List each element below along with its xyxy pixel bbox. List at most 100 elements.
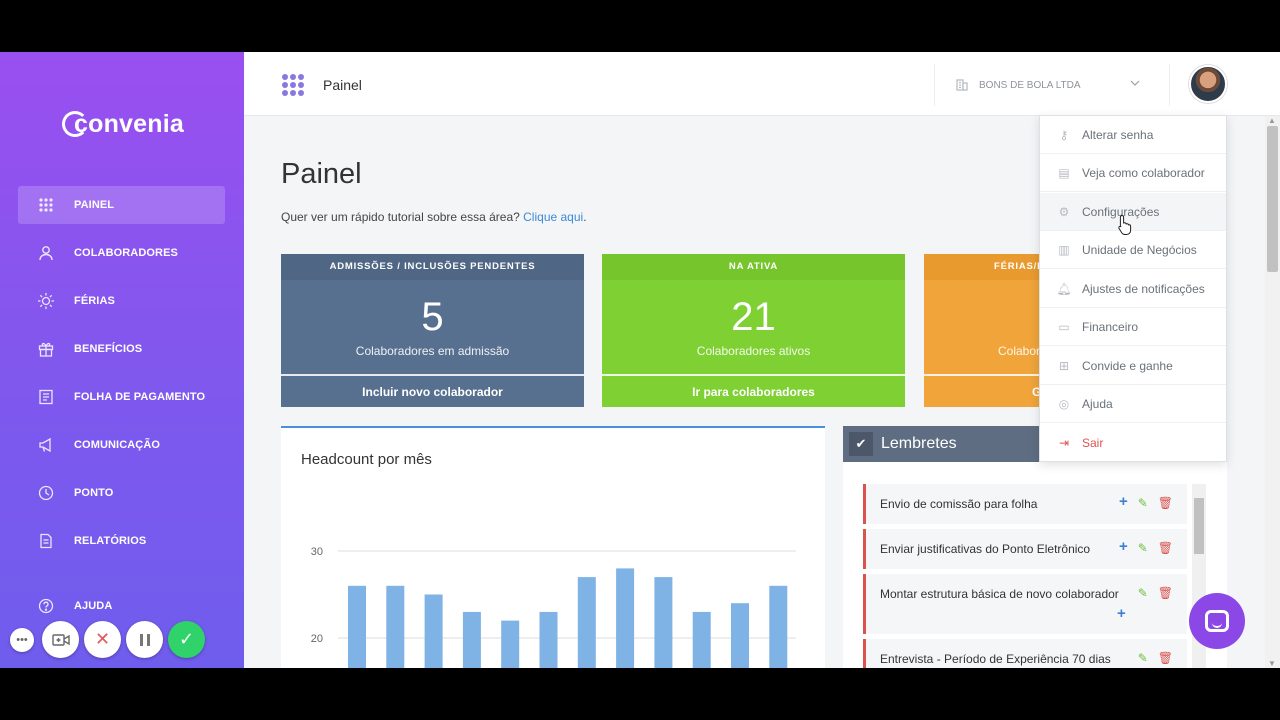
menu-item-label: Ajuda: [1082, 396, 1113, 411]
camera-toggle-button[interactable]: [42, 621, 79, 658]
menu-item-ajuda[interactable]: ◎ Ajuda: [1040, 385, 1226, 423]
headcount-bar[interactable]: [616, 568, 635, 668]
building-icon: [955, 77, 969, 94]
chevron-down-icon: [1130, 78, 1140, 89]
header-title: Painel: [323, 77, 362, 93]
cancel-recording-button[interactable]: ✕: [84, 621, 121, 658]
finish-recording-button[interactable]: ✓: [168, 621, 205, 658]
headcount-bar[interactable]: [501, 620, 520, 668]
headcount-bar[interactable]: [769, 585, 788, 668]
menu-item-alterar-senha[interactable]: ⚷ Alterar senha: [1040, 116, 1226, 154]
sidebar-item-ajuda[interactable]: AJUDA: [18, 587, 225, 625]
user-menu-dropdown: ⚷ Alterar senha ▤ Veja como colaborador ⚙ C…: [1039, 115, 1227, 462]
apps-grid-icon[interactable]: [282, 74, 304, 96]
menu-item-ajustes-de-notificacoes[interactable]: 🔔︎ Ajustes de notificações: [1040, 270, 1226, 308]
add-icon[interactable]: +: [1117, 605, 1126, 622]
logo[interactable]: convenia: [62, 110, 184, 139]
page-scrollbar[interactable]: ▲ ▼: [1265, 116, 1280, 668]
sidebar-item-painel[interactable]: PAINEL: [18, 186, 225, 224]
money-icon: ▭: [1058, 319, 1070, 334]
trash-icon[interactable]: 🗑: [1157, 496, 1173, 510]
sidebar-item-ponto[interactable]: PONTO: [18, 474, 225, 512]
menu-item-sair[interactable]: ⇥ Sair: [1040, 424, 1226, 462]
chat-icon: [1205, 610, 1229, 632]
logout-icon: ⇥: [1058, 436, 1070, 450]
megaphone-icon: [36, 435, 56, 455]
scrollbar-thumb[interactable]: [1194, 498, 1204, 554]
menu-item-configuracoes[interactable]: ⚙ Configurações: [1040, 193, 1226, 231]
pause-recording-button[interactable]: [126, 621, 163, 658]
gear-icon: ⚙: [1058, 204, 1070, 219]
sidebar-item-label: PAINEL: [74, 199, 115, 211]
headcount-bar[interactable]: [462, 611, 481, 668]
reminder-item[interactable]: Enviar justificativas do Ponto Eletrônic…: [863, 529, 1187, 569]
check-icon: ✔: [849, 432, 873, 456]
user-avatar[interactable]: [1189, 65, 1227, 103]
edit-icon[interactable]: ✎: [1137, 586, 1148, 600]
chat-support-button[interactable]: [1189, 593, 1245, 649]
help-icon: ◎: [1058, 396, 1070, 411]
help-icon: [36, 596, 56, 616]
sidebar-item-label: BENEFÍCIOS: [74, 343, 143, 355]
menu-item-veja-como-colaborador[interactable]: ▤ Veja como colaborador: [1040, 154, 1226, 192]
reminder-item[interactable]: Entrevista - Período de Experiência 70 d…: [863, 639, 1187, 668]
menu-item-convide-e-ganhe[interactable]: ⊞ Convide e ganhe: [1040, 347, 1226, 385]
headcount-bar[interactable]: [539, 611, 558, 668]
headcount-panel: Headcount por mês 302010: [281, 426, 825, 668]
sidebar-item-comunicacao[interactable]: COMUNICAÇÃO: [18, 426, 225, 464]
scroll-up-icon[interactable]: ▲: [1268, 116, 1276, 125]
trash-icon[interactable]: 🗑: [1157, 651, 1173, 665]
edit-icon[interactable]: ✎: [1137, 496, 1148, 510]
headcount-chart: 302010: [311, 546, 796, 669]
recorder-toolbar: ••• ✕ ✓: [10, 621, 205, 658]
logo-ring-icon: [62, 111, 88, 137]
sidebar: convenia PAINEL COLABORADORES FÉRIAS BEN…: [0, 52, 244, 668]
add-icon[interactable]: +: [1118, 493, 1128, 510]
sidebar-item-relatorios[interactable]: RELATÓRIOS: [18, 522, 225, 560]
receipt-icon: [36, 387, 56, 407]
app-window: convenia PAINEL COLABORADORES FÉRIAS BEN…: [0, 52, 1280, 668]
menu-item-unidade-de-negocios[interactable]: ▥ Unidade de Negócios: [1040, 231, 1226, 269]
hand-cursor-icon: [1118, 214, 1132, 235]
sidebar-item-label: COLABORADORES: [74, 247, 178, 259]
sidebar-item-colaboradores[interactable]: COLABORADORES: [18, 234, 225, 272]
menu-item-label: Ajustes de notificações: [1082, 281, 1205, 296]
ferias-action-button[interactable]: G: [924, 374, 1044, 407]
reminder-item[interactable]: Montar estrutura básica de novo colabora…: [863, 574, 1187, 634]
trash-icon[interactable]: 🗑: [1157, 586, 1173, 600]
scroll-down-icon[interactable]: ▼: [1268, 659, 1276, 668]
headcount-bar[interactable]: [731, 603, 749, 668]
trash-icon[interactable]: 🗑: [1157, 541, 1173, 555]
headcount-bar[interactable]: [692, 611, 711, 668]
sidebar-item-beneficios[interactable]: BENEFÍCIOS: [18, 330, 225, 368]
edit-icon[interactable]: ✎: [1137, 651, 1148, 665]
headcount-bar[interactable]: [348, 585, 366, 668]
chart-title: Headcount por mês: [301, 451, 432, 468]
card-header: NA ATIVA: [602, 254, 905, 280]
add-colaborador-button[interactable]: Incluir novo colaborador: [281, 374, 584, 407]
headcount-bar[interactable]: [654, 577, 673, 668]
add-icon[interactable]: +: [1118, 538, 1128, 555]
sidebar-item-folha-de-pagamento[interactable]: FOLHA DE PAGAMENTO: [18, 378, 225, 416]
go-colaboradores-button[interactable]: Ir para colaboradores: [602, 374, 905, 407]
menu-item-financeiro[interactable]: ▭ Financeiro: [1040, 308, 1226, 346]
reminder-item[interactable]: Envio de comissão para folha + ✎ 🗑: [863, 484, 1187, 524]
menu-item-label: Configurações: [1082, 204, 1160, 219]
edit-icon[interactable]: ✎: [1137, 541, 1148, 555]
tutorial-text: Quer ver um rápido tutorial sobre essa á…: [281, 210, 520, 224]
headcount-bar[interactable]: [577, 577, 596, 668]
sidebar-item-label: AJUDA: [74, 600, 113, 612]
document-icon: ▤: [1058, 165, 1070, 180]
scrollbar-thumb[interactable]: [1267, 126, 1278, 272]
more-options-button[interactable]: •••: [10, 627, 34, 652]
sidebar-item-ferias[interactable]: FÉRIAS: [18, 282, 225, 320]
card-header: ADMISSÕES / INCLUSÕES PENDENTES: [281, 254, 584, 280]
headcount-bar[interactable]: [424, 594, 443, 669]
sun-icon: [36, 291, 56, 311]
tutorial-link[interactable]: Clique aqui: [523, 210, 584, 224]
clock-icon: [36, 483, 56, 503]
logo-text: convenia: [74, 110, 184, 138]
company-selector[interactable]: BONS DE BOLA LTDA: [934, 64, 1154, 106]
grid-dots-icon: [36, 195, 56, 215]
headcount-bar[interactable]: [386, 585, 405, 668]
